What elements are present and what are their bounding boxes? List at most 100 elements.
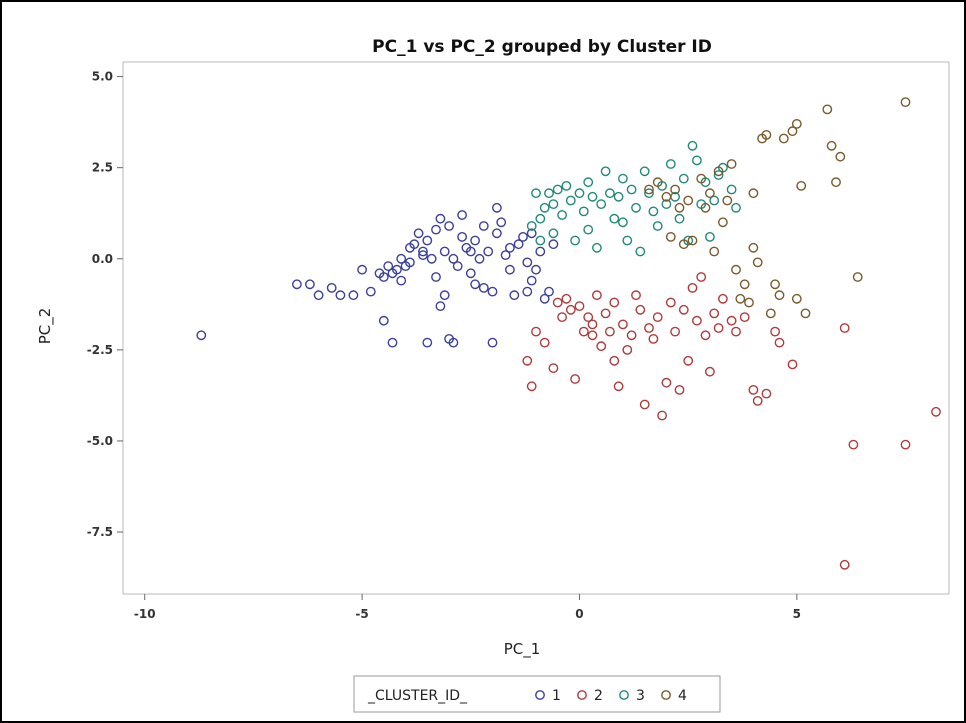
scatter-point-cluster-1 xyxy=(470,235,480,246)
scatter-point-cluster-4 xyxy=(674,202,685,213)
scatter-point-cluster-1 xyxy=(474,253,485,264)
chart-title: PC_1 vs PC_2 grouped by Cluster ID xyxy=(372,37,712,57)
scatter-point-cluster-3 xyxy=(726,184,737,195)
scatter-point-cluster-1 xyxy=(413,228,424,239)
scatter-point-cluster-3 xyxy=(605,188,615,199)
scatter-point-cluster-1 xyxy=(539,293,550,304)
scatter-point-cluster-1 xyxy=(378,272,389,282)
scatter-point-cluster-4 xyxy=(791,119,802,129)
scatter-point-cluster-1 xyxy=(526,275,537,286)
scatter-point-cluster-2 xyxy=(674,384,685,395)
x-tick-label: 0 xyxy=(575,607,583,621)
scatter-point-cluster-2 xyxy=(587,319,598,330)
scatter-point-cluster-1 xyxy=(535,246,546,257)
scatter-point-cluster-1 xyxy=(487,286,498,297)
scatter-point-cluster-2 xyxy=(583,312,594,322)
scatter-point-cluster-1 xyxy=(357,264,367,275)
legend-box xyxy=(353,675,721,713)
scatter-point-cluster-1 xyxy=(422,337,433,348)
scatter-point-cluster-1 xyxy=(348,290,359,301)
scatter-point-cluster-2 xyxy=(609,297,620,308)
x-tick-label: 5 xyxy=(793,607,801,621)
scatter-point-cluster-1 xyxy=(504,242,515,253)
scatter-point-cluster-3 xyxy=(535,235,546,246)
legend-marker-2 xyxy=(577,690,587,700)
scatter-point-cluster-2 xyxy=(670,326,680,337)
scatter-point-cluster-1 xyxy=(326,282,337,293)
scatter-point-cluster-3 xyxy=(618,173,628,184)
scatter-point-cluster-4 xyxy=(665,231,676,242)
scatter-point-cluster-4 xyxy=(791,293,802,304)
scatter-point-cluster-1 xyxy=(544,286,554,297)
scatter-point-cluster-3 xyxy=(665,159,676,169)
scatter-point-cluster-4 xyxy=(739,279,750,290)
scatter-point-cluster-1 xyxy=(404,257,415,268)
scatter-point-cluster-4 xyxy=(713,166,724,177)
scatter-point-cluster-1 xyxy=(422,235,433,246)
scatter-point-cluster-1 xyxy=(457,231,467,242)
scatter-point-cluster-1 xyxy=(509,290,520,301)
scatter-point-cluster-2 xyxy=(587,330,598,341)
scatter-point-cluster-1 xyxy=(439,246,450,257)
scatter-point-cluster-1 xyxy=(478,282,489,293)
scatter-point-cluster-3 xyxy=(631,202,641,213)
scatter-point-cluster-4 xyxy=(774,290,785,301)
scatter-point-cluster-1 xyxy=(439,290,450,301)
scatter-point-cluster-3 xyxy=(635,246,646,257)
scatter-point-cluster-3 xyxy=(674,213,685,224)
scatter-point-cluster-2 xyxy=(761,388,772,399)
scatter-point-cluster-3 xyxy=(592,242,602,253)
scatter-point-cluster-1 xyxy=(496,217,507,228)
scatter-point-cluster-1 xyxy=(313,290,324,301)
scatter-point-cluster-3 xyxy=(648,206,659,217)
scatter-point-cluster-1 xyxy=(465,246,476,257)
scatter-point-cluster-1 xyxy=(518,231,528,242)
plot-area xyxy=(122,61,950,595)
scatter-point-cluster-2 xyxy=(739,312,750,322)
scatter-point-cluster-4 xyxy=(822,104,833,115)
scatter-point-cluster-2 xyxy=(648,333,659,344)
scatter-point-cluster-3 xyxy=(548,199,559,210)
scatter-point-cluster-4 xyxy=(852,272,863,282)
scatter-point-cluster-1 xyxy=(491,228,502,239)
scatter-point-cluster-1 xyxy=(304,279,315,290)
scatter-point-cluster-2 xyxy=(709,308,720,319)
scatter-point-cluster-3 xyxy=(544,188,554,199)
scatter-point-cluster-2 xyxy=(687,282,698,293)
scatter-point-cluster-2 xyxy=(752,395,763,406)
scatter-point-cluster-1 xyxy=(396,275,407,286)
scatter-point-cluster-1 xyxy=(435,301,446,311)
scatter-point-cluster-2 xyxy=(839,323,850,333)
scatter-point-cluster-3 xyxy=(709,195,720,206)
scatter-point-cluster-2 xyxy=(770,326,780,337)
scatter-point-cluster-1 xyxy=(478,221,489,231)
scatter-point-cluster-4 xyxy=(787,126,798,137)
scatter-point-cluster-3 xyxy=(557,210,567,220)
scatter-point-cluster-2 xyxy=(552,297,563,308)
scatter-point-cluster-1 xyxy=(504,264,515,275)
scatter-point-cluster-3 xyxy=(713,170,724,180)
scatter-point-cluster-2 xyxy=(596,341,607,352)
scatter-point-cluster-2 xyxy=(692,315,702,326)
scatter-point-cluster-2 xyxy=(652,312,663,322)
scatter-point-cluster-3 xyxy=(539,202,550,213)
x-tick-label: -10 xyxy=(134,607,156,621)
scatter-point-cluster-2 xyxy=(705,366,715,377)
scatter-point-cluster-1 xyxy=(335,290,346,301)
scatter-point-cluster-3 xyxy=(526,221,537,231)
scatter-point-cluster-2 xyxy=(605,326,615,337)
scatter-point-cluster-2 xyxy=(839,559,850,570)
legend: _CLUSTER_ID_ 1 2 3 4 xyxy=(353,675,721,713)
scatter-point-cluster-4 xyxy=(778,133,789,144)
scatter-point-cluster-1 xyxy=(196,330,207,341)
scatter-point-cluster-3 xyxy=(548,228,559,239)
scatter-point-cluster-3 xyxy=(661,199,672,210)
scatter-point-cluster-1 xyxy=(378,315,389,326)
scatter-point-cluster-2 xyxy=(618,319,628,330)
scatter-point-cluster-3 xyxy=(552,184,563,195)
scatter-point-cluster-3 xyxy=(639,166,650,177)
scatter-point-cluster-2 xyxy=(678,304,689,315)
scatter-point-cluster-2 xyxy=(700,330,711,341)
scatter-point-cluster-1 xyxy=(513,239,524,250)
scatter-point-cluster-1 xyxy=(435,213,446,224)
